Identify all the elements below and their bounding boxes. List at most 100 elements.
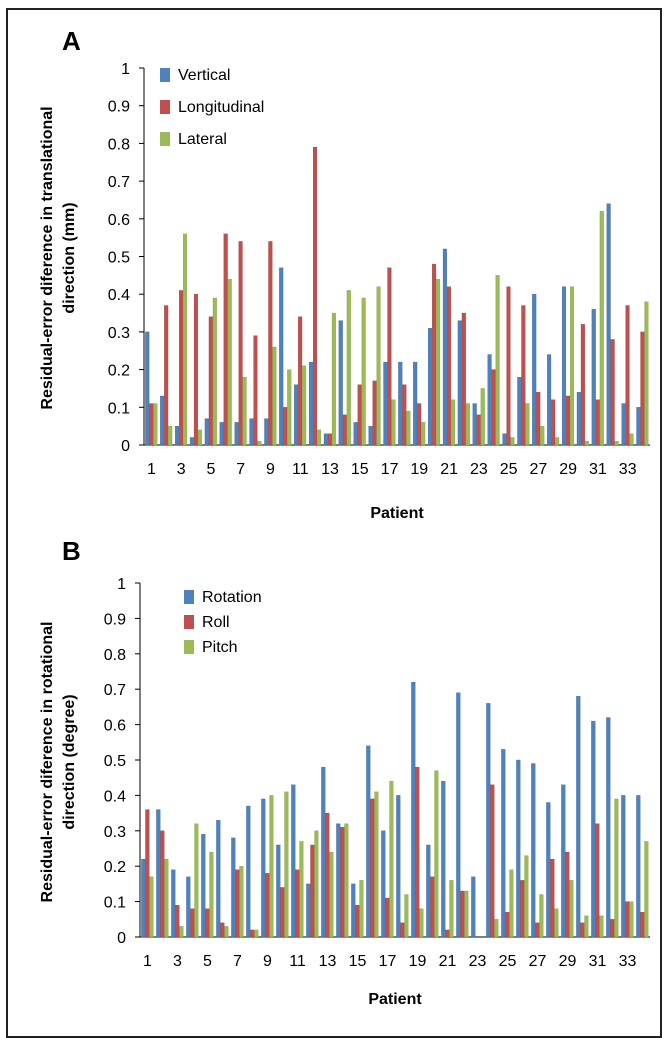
y-axis-title: Residual-error diference in rotational di… — [39, 622, 78, 903]
bar-longitudinal-5 — [208, 316, 213, 446]
x-tick-label: 3 — [173, 953, 182, 970]
x-tick-label: 9 — [263, 953, 272, 970]
bar-longitudinal-12 — [312, 147, 318, 446]
bar-rotation-8 — [246, 805, 251, 938]
bar-vertical-3 — [175, 425, 180, 446]
y-tick-label: 0.3 — [108, 325, 130, 342]
bar-lateral-9 — [272, 346, 277, 446]
bar-vertical-12 — [308, 361, 313, 446]
bar-pitch-9 — [269, 795, 274, 938]
x-tick-label: 17 — [381, 461, 399, 478]
bar-longitudinal-15 — [357, 384, 362, 446]
bar-lateral-17 — [391, 399, 396, 446]
bar-lateral-27 — [540, 425, 545, 446]
bar-vertical-19 — [413, 361, 418, 446]
bar-vertical-30 — [576, 392, 581, 446]
bar-vertical-18 — [398, 361, 403, 446]
x-tick-label: 25 — [500, 461, 518, 478]
bar-rotation-17 — [381, 830, 386, 938]
bar-vertical-22 — [457, 320, 462, 446]
bar-pitch-10 — [284, 791, 289, 938]
bar-lateral-6 — [227, 278, 232, 446]
bar-vertical-29 — [561, 286, 566, 446]
x-tick-label: 31 — [589, 953, 607, 970]
bar-longitudinal-8 — [253, 335, 258, 446]
bar-rotation-25 — [501, 749, 506, 938]
legend-swatch-vertical — [160, 68, 170, 82]
bar-rotation-10 — [276, 844, 281, 938]
bar-rotation-16 — [366, 745, 371, 938]
bar-lateral-22 — [465, 403, 470, 446]
bar-roll-29 — [565, 851, 570, 938]
x-tick-label: 9 — [266, 461, 275, 478]
bar-pitch-28 — [554, 908, 559, 938]
bar-vertical-31 — [591, 309, 596, 446]
bar-lateral-32 — [614, 441, 619, 446]
bar-lateral-18 — [406, 410, 411, 446]
x-tick-label: 31 — [589, 461, 607, 478]
x-tick-label: 19 — [410, 461, 428, 478]
bar-pitch-6 — [224, 926, 229, 938]
bar-longitudinal-29 — [565, 395, 571, 446]
bar-vertical-14 — [338, 320, 343, 446]
bar-longitudinal-13 — [327, 433, 332, 446]
bar-rotation-21 — [441, 781, 446, 938]
x-tick-label: 21 — [440, 461, 458, 478]
x-axis-title: Patient — [368, 991, 422, 1008]
legend-label-vertical: Vertical — [178, 67, 230, 84]
bar-lateral-10 — [287, 369, 292, 446]
bar-vertical-6 — [219, 422, 224, 446]
bar-roll-20 — [430, 876, 435, 938]
bar-roll-3 — [175, 904, 180, 938]
bar-vertical-17 — [383, 361, 388, 446]
bar-rotation-13 — [321, 766, 326, 938]
bar-longitudinal-19 — [417, 403, 422, 446]
x-tick-label: 27 — [529, 953, 547, 970]
bar-lateral-29 — [570, 286, 575, 446]
x-tick-label: 21 — [439, 953, 457, 970]
bar-longitudinal-33 — [625, 305, 630, 446]
bar-pitch-21 — [449, 880, 454, 938]
bar-rotation-23 — [471, 876, 476, 938]
bar-longitudinal-3 — [179, 290, 184, 446]
y-tick-label: 0.6 — [108, 212, 130, 229]
bar-pitch-25 — [509, 869, 514, 938]
bar-roll-17 — [385, 897, 390, 938]
y-axis-title: Residual-error diference in translationa… — [39, 106, 78, 409]
y-axis-title-line-2: direction (mm) — [61, 202, 78, 313]
x-tick-label: 5 — [207, 461, 216, 478]
bar-rotation-15 — [351, 883, 356, 938]
bar-rotation-28 — [546, 802, 551, 938]
bar-rotation-19 — [411, 681, 416, 938]
bar-rotation-11 — [291, 784, 296, 938]
bar-rotation-14 — [336, 823, 341, 938]
x-tick-label: 25 — [499, 953, 517, 970]
x-tick-label: 29 — [559, 953, 577, 970]
bar-lateral-21 — [450, 399, 455, 446]
bar-longitudinal-18 — [402, 384, 407, 446]
bar-roll-28 — [550, 858, 555, 938]
bar-vertical-11 — [294, 384, 299, 446]
bar-vertical-34 — [636, 407, 641, 446]
bar-vertical-2 — [160, 395, 165, 446]
bar-pitch-20 — [434, 770, 439, 938]
bar-roll-8 — [250, 929, 255, 938]
bar-vertical-23 — [472, 403, 477, 446]
x-tick-label: 13 — [319, 953, 337, 970]
bar-rotation-27 — [531, 763, 536, 938]
y-tick-label: 0 — [117, 930, 126, 947]
bar-vertical-24 — [487, 354, 492, 446]
bar-vertical-25 — [502, 433, 507, 446]
bar-lateral-12 — [317, 429, 322, 446]
bar-roll-25 — [505, 912, 510, 938]
panel-b-chart: 00.10.20.30.40.50.60.70.80.911 3 5 7 9 11 13 15… — [39, 576, 650, 1008]
legend-label-roll: Roll — [202, 614, 230, 631]
bar-rotation-24 — [486, 703, 491, 938]
x-tick-label: 29 — [559, 461, 577, 478]
y-tick-label: 1 — [117, 576, 126, 593]
bar-lateral-8 — [257, 441, 262, 446]
bar-rotation-20 — [426, 844, 431, 938]
x-tick-label: 23 — [469, 953, 487, 970]
y-tick-label: 0.5 — [104, 753, 126, 770]
bar-lateral-19 — [421, 422, 426, 446]
